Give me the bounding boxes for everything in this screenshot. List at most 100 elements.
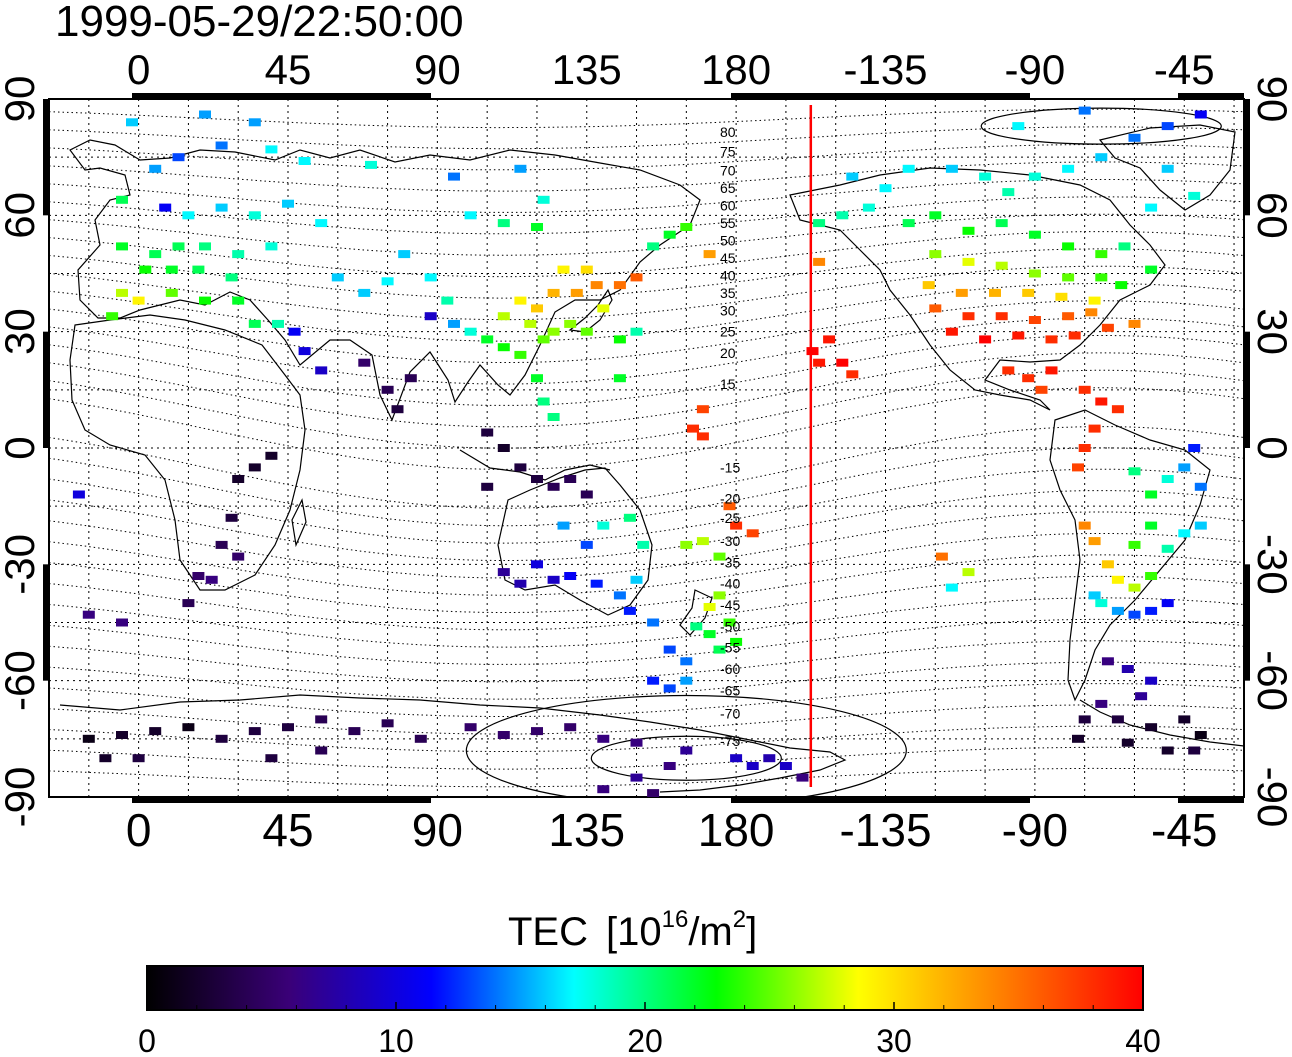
tec-cell (282, 723, 294, 732)
tec-cell (1062, 312, 1075, 321)
tec-cell (424, 312, 437, 321)
tec-cell (1072, 734, 1084, 743)
tec-cell (647, 618, 660, 627)
frame-bar-left (43, 99, 49, 216)
tec-cell (192, 265, 205, 274)
tec-cell (298, 157, 311, 165)
tec-cell (265, 145, 278, 154)
map-timestamp: 1999-05-29/22:50:00 (55, 0, 464, 46)
tec-cell (116, 242, 128, 251)
colorbar-title-main: TEC (508, 910, 588, 954)
tec-cell (1022, 374, 1035, 383)
top-longitude-axis: 0 45 90 135 180 -135 -90 -45 (127, 46, 1215, 93)
tec-cell (215, 203, 228, 212)
tec-cell (836, 211, 849, 220)
tec-cell (232, 552, 245, 561)
tec-cell (1028, 269, 1041, 278)
top-lon-tick-label: -45 (1154, 46, 1215, 93)
tec-cell (623, 513, 636, 522)
tec-cell (637, 540, 650, 549)
mlat-contour (49, 426, 1244, 509)
tec-cell (680, 223, 693, 231)
colorbar-unit-exponent-2: 2 (732, 906, 747, 933)
south-pole-oval-outer (465, 694, 907, 797)
frame-bar-bottom (731, 797, 1030, 803)
mlat-label: 65 (720, 180, 736, 196)
mlat-contour (49, 369, 1244, 449)
tec-cell (813, 219, 826, 228)
tec-cell (713, 552, 726, 561)
mlat-contour (49, 352, 1244, 428)
tec-cell (172, 242, 185, 251)
tec-cell (215, 734, 228, 743)
tec-cell (630, 738, 643, 747)
tec-cell (225, 513, 238, 522)
tec-cell (623, 606, 636, 615)
mlat-contour (49, 196, 1244, 235)
tec-cell (995, 312, 1008, 321)
tec-cell (1095, 599, 1108, 608)
right-lat-tick-label: 0 (1249, 436, 1292, 459)
tec-cell (106, 312, 119, 321)
tec-cell (1145, 676, 1158, 685)
mlat-contour (49, 468, 1244, 544)
tec-cell (962, 312, 975, 321)
tec-cell (902, 164, 915, 173)
tec-cell (806, 347, 819, 356)
tec-cell (315, 366, 328, 375)
left-lat-tick-label: 90 (0, 76, 43, 123)
tec-cell (514, 463, 527, 472)
tec-cell (265, 754, 278, 763)
tec-cell (288, 327, 301, 336)
colorbar-ticks: 0 10 20 30 40 (138, 1002, 1161, 1057)
mlat-label: 50 (720, 233, 736, 249)
colorbar-unit-prefix: [10 (606, 910, 662, 954)
tec-cell (497, 343, 510, 352)
tec-cell (448, 172, 460, 181)
left-latitude-axis: 90 60 30 0 -30 -60 -90 (0, 76, 43, 828)
tec-cell (1095, 153, 1108, 162)
tec-cell (1111, 405, 1124, 414)
tec-cell (763, 754, 776, 763)
tec-cell (1062, 164, 1075, 173)
tec-cell (398, 250, 411, 259)
top-lon-tick-label: 90 (414, 46, 461, 93)
mlat-contour (49, 248, 1244, 299)
tec-cell (182, 599, 195, 608)
south-pole-oval (590, 735, 782, 781)
tec-cell (1068, 331, 1081, 340)
tec-cell (1145, 521, 1158, 530)
frame-bar-right (1244, 99, 1250, 216)
tec-cell (813, 257, 826, 266)
tec-cell (126, 118, 138, 127)
bottom-lon-tick-label: 90 (412, 804, 463, 856)
mlat-label: -70 (720, 706, 740, 722)
tec-cell (1178, 463, 1191, 472)
tec-cell (1121, 738, 1134, 747)
frame-bar-left (43, 331, 49, 448)
tec-cell (630, 773, 643, 782)
tec-cell (514, 579, 527, 588)
tec-cell (723, 502, 736, 511)
tec-cell (1161, 164, 1174, 173)
right-lat-tick-label: -90 (1249, 767, 1292, 828)
tec-cell (497, 444, 510, 452)
tec-cell (265, 242, 278, 251)
tec-cell (1145, 490, 1158, 499)
tec-cell (99, 754, 112, 763)
tec-observation-cells (72, 106, 1207, 797)
right-lat-tick-label: -30 (1249, 534, 1292, 595)
tec-cell (225, 273, 238, 282)
tec-cell (547, 482, 560, 491)
coastline-madagascar (291, 498, 307, 548)
tec-cell (564, 572, 577, 580)
colorbar-unit-exponent: 16 (661, 906, 689, 933)
tec-cell (315, 219, 328, 228)
tec-cell (680, 657, 693, 666)
mlat-label: 15 (720, 376, 736, 392)
tec-cell (282, 199, 294, 208)
mlat-label: -15 (720, 459, 740, 475)
top-lon-tick-label: 45 (265, 46, 312, 93)
tec-cell (663, 230, 676, 239)
tec-cell (1055, 292, 1068, 301)
